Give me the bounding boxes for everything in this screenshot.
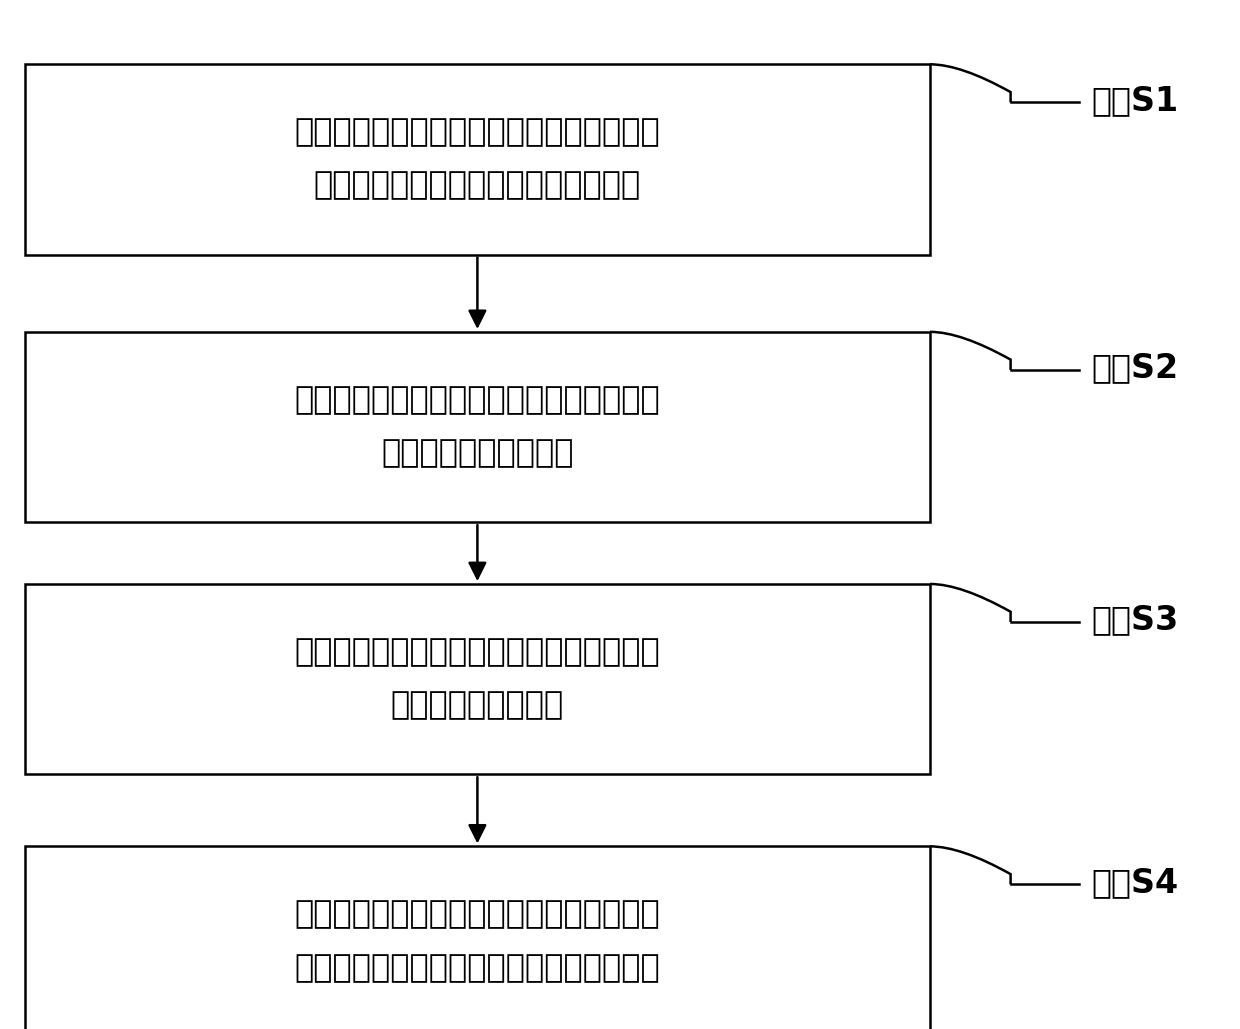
Text: 步骤S1: 步骤S1: [1091, 84, 1178, 117]
Text: 隧道渗漏速率预测模型: 隧道渗漏速率预测模型: [381, 438, 574, 469]
Text: 利用训练数据集和测试数据集对隧道渗漏速: 利用训练数据集和测试数据集对隧道渗漏速: [295, 637, 660, 668]
Bar: [25, 331, 930, 523]
Text: 步骤S2: 步骤S2: [1091, 352, 1178, 385]
Text: 构建基于卷积神经网络和长短时记忆网络的: 构建基于卷积神经网络和长短时记忆网络的: [295, 385, 660, 416]
Text: 数据集、测试数据集、以及预测数据集: 数据集、测试数据集、以及预测数据集: [314, 171, 641, 202]
Text: 步骤S3: 步骤S3: [1091, 604, 1178, 637]
Bar: [25, 846, 930, 1029]
Text: 步骤S4: 步骤S4: [1091, 866, 1178, 899]
Text: 将预测数据集输入训练好的隧道渗漏速率预: 将预测数据集输入训练好的隧道渗漏速率预: [295, 899, 660, 930]
Bar: [25, 584, 930, 774]
Text: 率预测模型进行训练: 率预测模型进行训练: [391, 690, 564, 721]
Bar: [25, 64, 930, 255]
Text: 测模型，获得与隧道影像对应的渗漏水流速: 测模型，获得与隧道影像对应的渗漏水流速: [295, 953, 660, 984]
Text: 采集与渗漏水流速相关的隧道影像形成训练: 采集与渗漏水流速相关的隧道影像形成训练: [295, 117, 660, 148]
